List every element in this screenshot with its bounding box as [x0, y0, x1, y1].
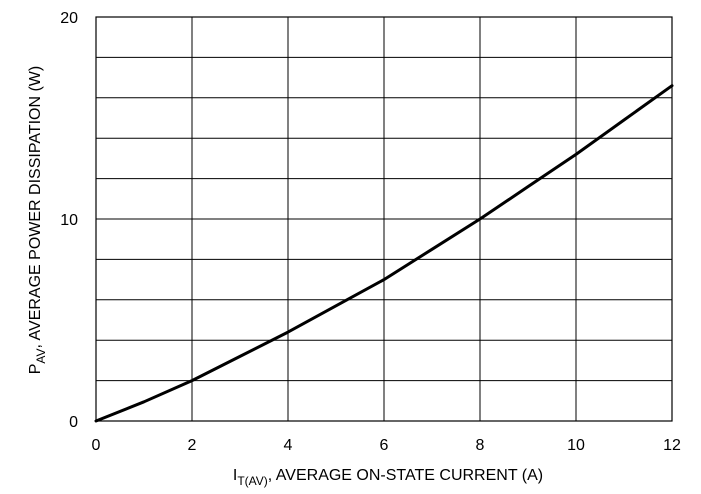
x-tick-label: 2 — [188, 437, 197, 454]
x-tick-label: 10 — [567, 437, 585, 454]
x-tick-label: 0 — [92, 437, 101, 454]
x-tick-label: 4 — [284, 437, 293, 454]
x-tick-label: 8 — [476, 437, 485, 454]
series-line — [94, 84, 674, 423]
grid — [95, 16, 673, 422]
y-axis-label: PAV, AVERAGE POWER DISSIPATION (W) — [27, 66, 48, 375]
x-tick-labels: 0 2 4 6 8 10 12 — [92, 437, 681, 454]
y-axis-label-text: , AVERAGE POWER DISSIPATION (W) — [27, 66, 44, 349]
y-tick-label: 0 — [69, 414, 78, 431]
y-tick-label: 10 — [60, 212, 78, 229]
y-tick-label: 20 — [60, 10, 78, 27]
plot-frame — [95, 16, 673, 422]
y-tick-labels: 0 10 20 — [60, 10, 78, 431]
x-axis-label: IT(AV), AVERAGE ON-STATE CURRENT (A) — [233, 467, 543, 488]
x-tick-label: 12 — [663, 437, 681, 454]
x-tick-label: 6 — [380, 437, 389, 454]
x-axis-label-subscript: T(AV) — [237, 474, 267, 488]
x-axis-label-symbol: I — [233, 467, 237, 484]
y-axis-label-subscript: AV — [34, 348, 48, 363]
x-axis-label-text: , AVERAGE ON-STATE CURRENT (A) — [268, 467, 543, 484]
y-axis-label-symbol: P — [27, 364, 44, 375]
